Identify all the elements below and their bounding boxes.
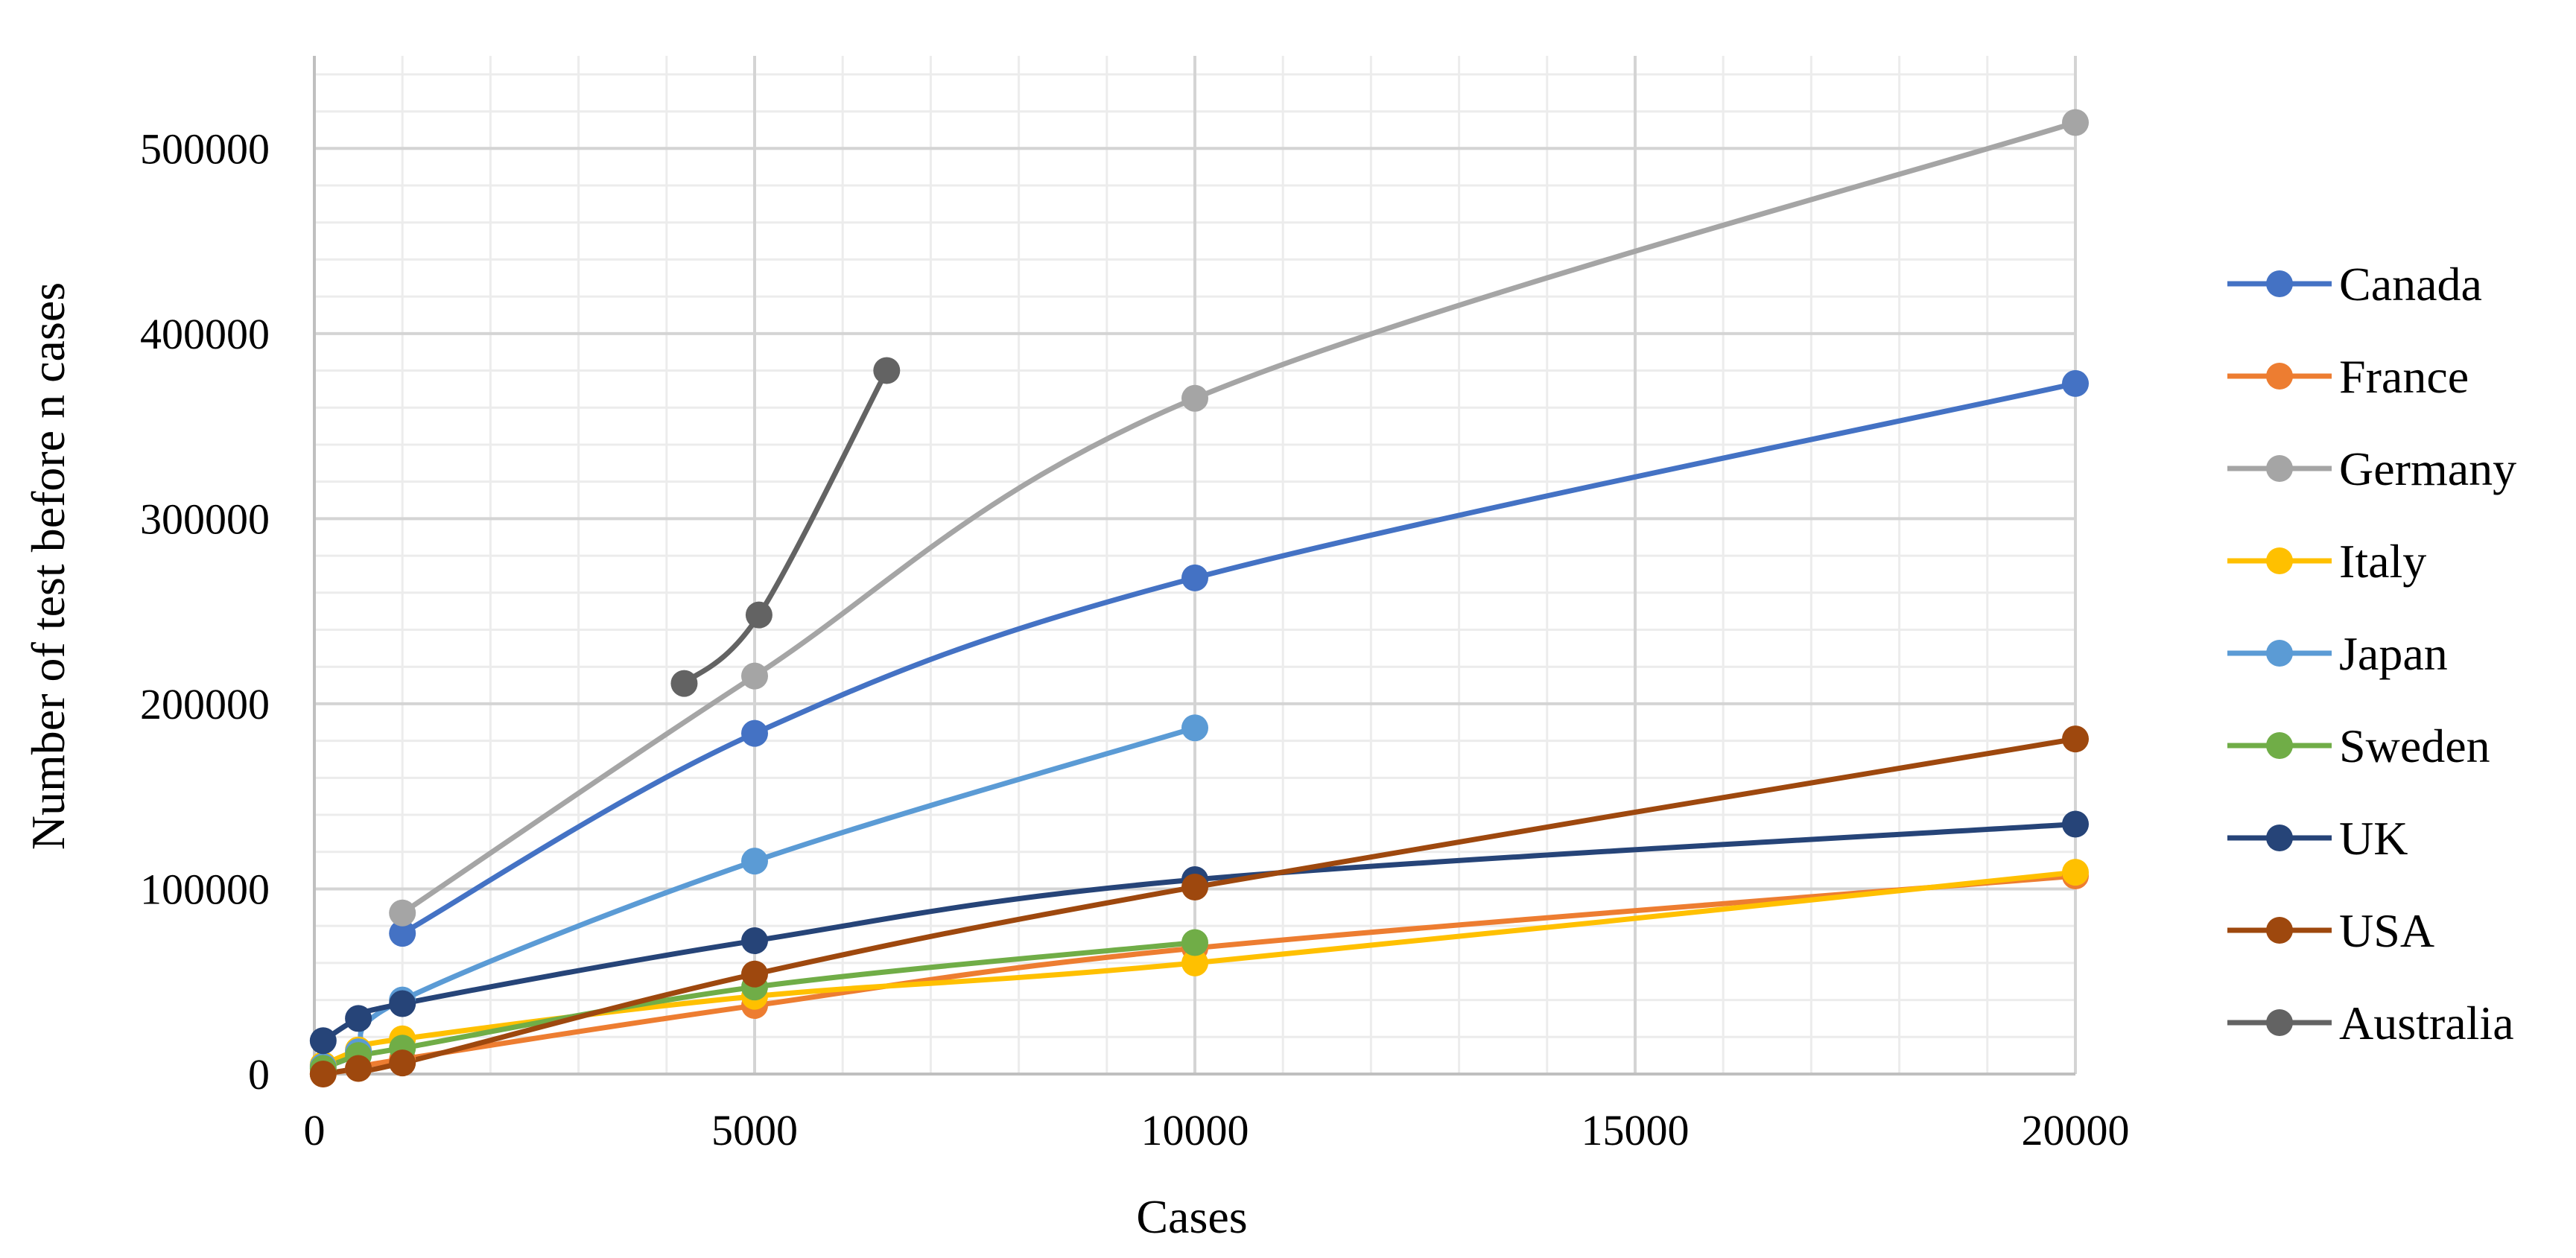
legend-label-uk: UK bbox=[2339, 812, 2408, 865]
legend-marker-italy bbox=[2266, 547, 2293, 574]
legend-item-japan: Japan bbox=[2227, 627, 2448, 680]
series-line-australia bbox=[681, 368, 889, 687]
data-point-australia bbox=[670, 670, 698, 697]
legend-item-australia: Australia bbox=[2227, 997, 2514, 1049]
y-axis-title: Number of test before n cases bbox=[22, 282, 74, 850]
data-point-germany bbox=[389, 899, 416, 927]
legend-marker-sweden bbox=[2266, 732, 2293, 759]
data-point-uk bbox=[309, 1027, 337, 1055]
data-point-usa bbox=[1181, 873, 1208, 900]
data-point-usa bbox=[2062, 725, 2089, 753]
data-point-uk bbox=[345, 1005, 372, 1032]
data-point-canada bbox=[389, 920, 416, 947]
data-point-italy bbox=[1181, 949, 1208, 976]
y-tick-label: 0 bbox=[248, 1050, 270, 1099]
legend-marker-australia bbox=[2266, 1009, 2293, 1036]
legend-item-sweden: Sweden bbox=[2227, 719, 2490, 772]
data-point-canada bbox=[1181, 564, 1208, 591]
y-tick-label: 500000 bbox=[140, 124, 270, 173]
y-tick-label: 100000 bbox=[140, 865, 270, 913]
series-points bbox=[309, 109, 2089, 1087]
legend-item-germany: Germany bbox=[2227, 442, 2516, 495]
legend-label-sweden: Sweden bbox=[2339, 719, 2490, 772]
data-point-italy bbox=[2062, 859, 2089, 886]
legend-item-uk: UK bbox=[2227, 812, 2408, 865]
data-point-canada bbox=[741, 719, 768, 747]
x-axis-title: Cases bbox=[1136, 1190, 1247, 1243]
data-point-germany bbox=[1181, 384, 1208, 412]
y-tick-labels: 0 100000 200000 300000 400000 500000 bbox=[140, 124, 270, 1099]
data-point-australia bbox=[873, 357, 901, 384]
data-point-uk bbox=[389, 990, 416, 1017]
legend-item-canada: Canada bbox=[2227, 258, 2482, 311]
legend-label-canada: Canada bbox=[2339, 258, 2482, 311]
x-tick-label: 5000 bbox=[711, 1106, 798, 1154]
legend-marker-uk bbox=[2266, 825, 2293, 851]
series-line-germany bbox=[399, 119, 2078, 916]
legend-item-italy: Italy bbox=[2227, 535, 2426, 588]
legend-marker-japan bbox=[2266, 640, 2293, 667]
data-point-canada bbox=[2062, 369, 2089, 397]
y-tick-label: 400000 bbox=[140, 310, 270, 358]
legend-label-france: France bbox=[2339, 350, 2469, 403]
data-point-japan bbox=[1181, 714, 1208, 742]
data-point-japan bbox=[741, 848, 768, 875]
data-point-uk bbox=[2062, 810, 2089, 838]
legend: Canada France Germany Italy Japan Sweden UK USA… bbox=[2227, 258, 2516, 1049]
legend-marker-france bbox=[2266, 363, 2293, 390]
series-line-canada bbox=[399, 381, 2078, 936]
data-point-australia bbox=[745, 601, 773, 629]
legend-label-japan: Japan bbox=[2339, 627, 2448, 680]
y-tick-label: 200000 bbox=[140, 680, 270, 728]
legend-label-australia: Australia bbox=[2339, 997, 2514, 1049]
data-point-uk bbox=[741, 927, 768, 955]
data-point-usa bbox=[309, 1061, 337, 1087]
legend-marker-usa bbox=[2266, 917, 2293, 944]
data-point-sweden bbox=[1181, 929, 1208, 956]
x-tick-labels: 0 5000 10000 15000 20000 bbox=[304, 1106, 2130, 1154]
legend-label-usa: USA bbox=[2339, 904, 2434, 957]
legend-marker-canada bbox=[2266, 270, 2293, 297]
x-tick-label: 15000 bbox=[1582, 1106, 1690, 1154]
legend-item-usa: USA bbox=[2227, 904, 2434, 957]
data-point-germany bbox=[741, 662, 768, 690]
data-point-germany bbox=[2062, 109, 2089, 136]
legend-label-germany: Germany bbox=[2339, 442, 2516, 495]
legend-label-italy: Italy bbox=[2339, 535, 2426, 588]
legend-marker-germany bbox=[2266, 455, 2293, 482]
x-tick-label: 20000 bbox=[2022, 1106, 2130, 1154]
axes bbox=[313, 56, 2075, 1076]
x-tick-label: 10000 bbox=[1141, 1106, 1249, 1154]
data-point-usa bbox=[389, 1049, 416, 1077]
data-point-usa bbox=[345, 1055, 372, 1082]
y-tick-label: 300000 bbox=[140, 495, 270, 543]
data-point-usa bbox=[741, 960, 768, 988]
legend-item-france: France bbox=[2227, 350, 2469, 403]
x-tick-label: 0 bbox=[304, 1106, 326, 1154]
